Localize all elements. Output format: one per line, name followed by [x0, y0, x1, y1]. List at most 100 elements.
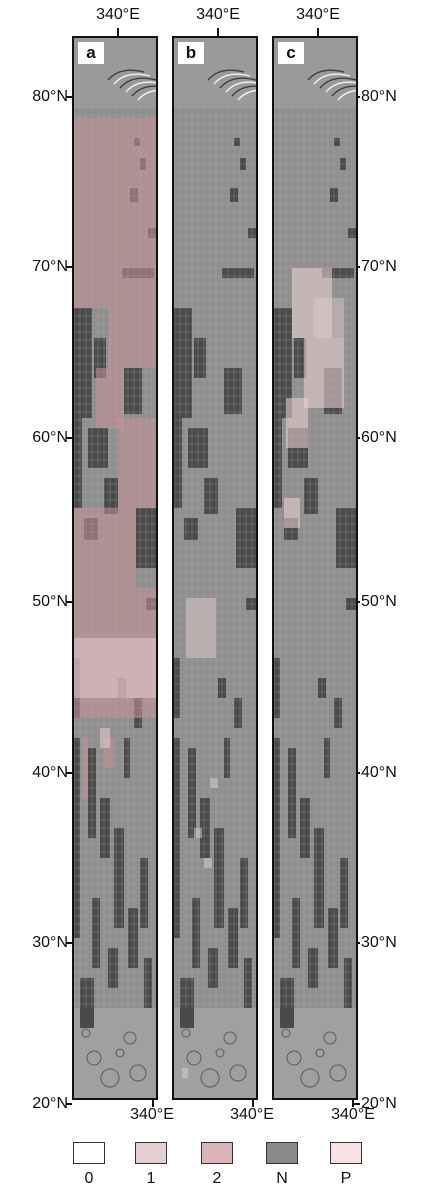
- tick-bottom-b: [252, 1100, 254, 1107]
- crater-a: [123, 1031, 137, 1045]
- legend-label-0: 0: [84, 1170, 94, 1187]
- no-data-block-c: [328, 908, 338, 968]
- no-data-block-a: [114, 828, 124, 928]
- no-data-block-c: [304, 478, 318, 514]
- no-data-block-b: [174, 418, 182, 508]
- terrain-ridge-b: [237, 89, 256, 101]
- crater-c: [315, 1048, 325, 1058]
- no-data-block-b: [208, 948, 218, 988]
- no-data-block-a: [124, 738, 130, 778]
- class-overlay-a: [74, 118, 156, 308]
- legend-label-4: P: [340, 1170, 352, 1187]
- map-canvas-a: [74, 38, 156, 1098]
- crater-c: [286, 1050, 302, 1066]
- terrain-ridge-b: [207, 69, 245, 81]
- lat-label-right-40: 40°N: [361, 764, 397, 781]
- map-grid-b: [174, 107, 256, 1008]
- no-data-block-c: [274, 418, 282, 508]
- crater-c: [323, 1031, 337, 1045]
- crater-b: [223, 1031, 237, 1045]
- no-data-block-c: [334, 138, 340, 146]
- class-overlay-c: [314, 298, 344, 338]
- crater-b: [215, 1048, 225, 1058]
- tick-top-a: [117, 28, 119, 36]
- no-data-block-b: [222, 268, 254, 278]
- class-overlay-c: [286, 398, 308, 448]
- lon-label-top-c: 340°E: [296, 6, 340, 23]
- lon-label-top-a: 340°E: [96, 6, 140, 23]
- no-data-block-c: [324, 738, 330, 778]
- class-overlay-a: [118, 418, 156, 508]
- tick-bottom-a: [152, 1100, 154, 1107]
- lat-label-right-70: 70°N: [361, 258, 397, 275]
- class-overlay-b: [210, 778, 218, 788]
- terrain-ridge-b: [231, 85, 256, 97]
- terrain-ridge-c: [313, 73, 351, 85]
- class-overlay-a: [100, 728, 110, 748]
- legend-swatch-0: [73, 1142, 105, 1164]
- terrain-ridge-c: [325, 81, 356, 93]
- no-data-block-c: [340, 858, 348, 928]
- no-data-block-a: [124, 368, 142, 414]
- class-overlay-b: [204, 858, 212, 868]
- legend-label-2: 2: [212, 1170, 222, 1187]
- no-data-block-b: [180, 978, 194, 1028]
- tick-top-b: [217, 28, 219, 36]
- tick-right-20: [354, 1103, 360, 1105]
- no-data-block-c: [344, 958, 352, 1008]
- no-data-block-a: [108, 948, 118, 988]
- lat-label-right-30: 30°N: [361, 934, 397, 951]
- no-data-block-b: [204, 478, 218, 514]
- terrain-ridge-b: [225, 81, 256, 93]
- lon-label-bottom-c: 340°E: [331, 1106, 375, 1123]
- crater-b: [181, 1028, 191, 1038]
- legend-swatch-2: [201, 1142, 233, 1164]
- no-data-block-a: [80, 978, 94, 1028]
- lat-label-left-30: 30°N: [32, 934, 68, 951]
- legend-swatch-1: [135, 1142, 167, 1164]
- no-data-block-a: [92, 898, 100, 968]
- terrain-ridge-b: [213, 73, 251, 85]
- lat-label-left-60: 60°N: [32, 429, 68, 446]
- no-data-block-a: [74, 418, 82, 508]
- tick-left-80: [66, 96, 72, 98]
- no-data-block-a: [104, 478, 118, 514]
- lat-label-left-70: 70°N: [32, 258, 68, 275]
- crater-a: [115, 1048, 125, 1058]
- legend-label-1: 1: [146, 1170, 156, 1187]
- no-data-block-b: [240, 858, 248, 928]
- map-grid-c: [274, 107, 356, 1008]
- map-canvas-c: [274, 38, 356, 1098]
- terrain-ridge-a: [131, 85, 156, 97]
- crater-c: [329, 1064, 347, 1082]
- tick-left-30: [66, 942, 72, 944]
- terrain-ridge-a: [137, 89, 156, 101]
- class-overlay-c: [292, 268, 332, 338]
- no-data-block-b: [224, 738, 230, 778]
- no-data-block-c: [274, 738, 280, 938]
- map-panel-c: c: [272, 36, 358, 1100]
- lat-label-left-80: 80°N: [32, 88, 68, 105]
- lon-label-bottom-a: 340°E: [130, 1106, 174, 1123]
- crater-a: [86, 1050, 102, 1066]
- tick-left-40: [66, 772, 72, 774]
- crater-a: [81, 1028, 91, 1038]
- no-data-block-c: [292, 898, 300, 968]
- crater-a: [100, 1068, 120, 1088]
- lat-label-left-50: 50°N: [32, 593, 68, 610]
- no-data-block-c: [308, 948, 318, 988]
- lon-label-bottom-b: 340°E: [230, 1106, 274, 1123]
- no-data-block-c: [322, 268, 354, 278]
- no-data-block-a: [128, 908, 138, 968]
- no-data-block-a: [74, 738, 80, 938]
- no-data-block-b: [214, 828, 224, 928]
- no-data-block-b: [192, 898, 200, 968]
- tick-left-20: [66, 1103, 72, 1105]
- terrain-ridge-a: [119, 77, 156, 89]
- class-overlay-a: [108, 308, 156, 368]
- no-data-block-a: [140, 858, 148, 928]
- no-data-block-b: [174, 308, 192, 418]
- tick-left-50: [66, 601, 72, 603]
- lon-label-top-b: 340°E: [196, 6, 240, 23]
- no-data-block-b: [174, 738, 180, 938]
